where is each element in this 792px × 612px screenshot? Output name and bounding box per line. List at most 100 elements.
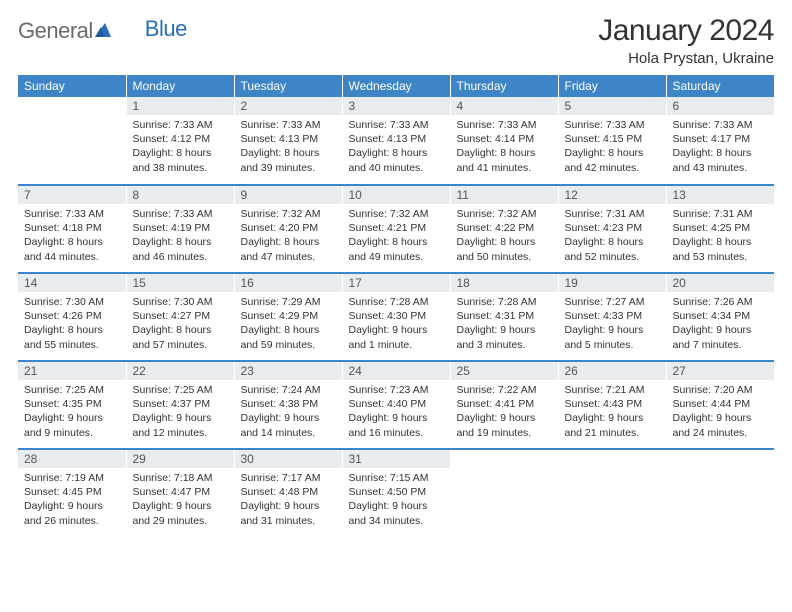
day-number: 13 (667, 186, 775, 204)
calendar-day-cell (18, 97, 126, 185)
calendar-day-cell: 16Sunrise: 7:29 AMSunset: 4:29 PMDayligh… (234, 273, 342, 361)
calendar-day-cell: 23Sunrise: 7:24 AMSunset: 4:38 PMDayligh… (234, 361, 342, 449)
calendar-day-cell: 14Sunrise: 7:30 AMSunset: 4:26 PMDayligh… (18, 273, 126, 361)
calendar-day-cell: 22Sunrise: 7:25 AMSunset: 4:37 PMDayligh… (126, 361, 234, 449)
day-number: 14 (18, 274, 126, 292)
day-number: 16 (235, 274, 342, 292)
calendar-week-row: 14Sunrise: 7:30 AMSunset: 4:26 PMDayligh… (18, 273, 774, 361)
day-content: Sunrise: 7:33 AMSunset: 4:17 PMDaylight:… (667, 115, 775, 179)
day-number: 7 (18, 186, 126, 204)
day-content: Sunrise: 7:17 AMSunset: 4:48 PMDaylight:… (235, 468, 342, 532)
calendar-day-cell: 21Sunrise: 7:25 AMSunset: 4:35 PMDayligh… (18, 361, 126, 449)
weekday-header: Wednesday (342, 75, 450, 97)
day-content: Sunrise: 7:32 AMSunset: 4:22 PMDaylight:… (451, 204, 558, 268)
day-number: 9 (235, 186, 342, 204)
day-content: Sunrise: 7:25 AMSunset: 4:35 PMDaylight:… (18, 380, 126, 444)
day-content: Sunrise: 7:33 AMSunset: 4:13 PMDaylight:… (235, 115, 342, 179)
weekday-header: Friday (558, 75, 666, 97)
day-number: 15 (127, 274, 234, 292)
day-number: 3 (343, 97, 450, 115)
day-content: Sunrise: 7:28 AMSunset: 4:31 PMDaylight:… (451, 292, 558, 356)
day-number: 11 (451, 186, 558, 204)
weekday-header: Tuesday (234, 75, 342, 97)
calendar-day-cell: 17Sunrise: 7:28 AMSunset: 4:30 PMDayligh… (342, 273, 450, 361)
calendar-day-cell: 20Sunrise: 7:26 AMSunset: 4:34 PMDayligh… (666, 273, 774, 361)
day-number: 23 (235, 362, 342, 380)
day-number: 30 (235, 450, 342, 468)
day-number: 18 (451, 274, 558, 292)
day-content: Sunrise: 7:30 AMSunset: 4:27 PMDaylight:… (127, 292, 234, 356)
calendar-day-cell: 25Sunrise: 7:22 AMSunset: 4:41 PMDayligh… (450, 361, 558, 449)
calendar-day-cell: 28Sunrise: 7:19 AMSunset: 4:45 PMDayligh… (18, 449, 126, 537)
day-number: 8 (127, 186, 234, 204)
day-content: Sunrise: 7:26 AMSunset: 4:34 PMDaylight:… (667, 292, 775, 356)
day-number: 17 (343, 274, 450, 292)
day-content: Sunrise: 7:15 AMSunset: 4:50 PMDaylight:… (343, 468, 450, 532)
calendar-day-cell: 29Sunrise: 7:18 AMSunset: 4:47 PMDayligh… (126, 449, 234, 537)
calendar-week-row: 21Sunrise: 7:25 AMSunset: 4:35 PMDayligh… (18, 361, 774, 449)
day-number: 25 (451, 362, 558, 380)
day-content: Sunrise: 7:33 AMSunset: 4:12 PMDaylight:… (127, 115, 234, 179)
day-number: 2 (235, 97, 342, 115)
calendar-day-cell: 9Sunrise: 7:32 AMSunset: 4:20 PMDaylight… (234, 185, 342, 273)
calendar-week-row: 1Sunrise: 7:33 AMSunset: 4:12 PMDaylight… (18, 97, 774, 185)
calendar-day-cell: 19Sunrise: 7:27 AMSunset: 4:33 PMDayligh… (558, 273, 666, 361)
day-content: Sunrise: 7:29 AMSunset: 4:29 PMDaylight:… (235, 292, 342, 356)
day-content: Sunrise: 7:20 AMSunset: 4:44 PMDaylight:… (667, 380, 775, 444)
day-number: 29 (127, 450, 234, 468)
day-content: Sunrise: 7:32 AMSunset: 4:21 PMDaylight:… (343, 204, 450, 268)
logo-sail-icon (93, 21, 113, 42)
month-title: January 2024 (598, 14, 774, 48)
weekday-header-row: Sunday Monday Tuesday Wednesday Thursday… (18, 75, 774, 97)
day-number: 12 (559, 186, 666, 204)
day-content: Sunrise: 7:31 AMSunset: 4:25 PMDaylight:… (667, 204, 775, 268)
day-number: 31 (343, 450, 450, 468)
day-number: 6 (667, 97, 775, 115)
calendar-day-cell: 31Sunrise: 7:15 AMSunset: 4:50 PMDayligh… (342, 449, 450, 537)
day-content: Sunrise: 7:19 AMSunset: 4:45 PMDaylight:… (18, 468, 126, 532)
calendar-day-cell: 24Sunrise: 7:23 AMSunset: 4:40 PMDayligh… (342, 361, 450, 449)
calendar-day-cell: 18Sunrise: 7:28 AMSunset: 4:31 PMDayligh… (450, 273, 558, 361)
calendar-day-cell (558, 449, 666, 537)
calendar-day-cell: 13Sunrise: 7:31 AMSunset: 4:25 PMDayligh… (666, 185, 774, 273)
day-number: 28 (18, 450, 126, 468)
day-content: Sunrise: 7:31 AMSunset: 4:23 PMDaylight:… (559, 204, 666, 268)
day-number: 1 (127, 97, 234, 115)
day-content: Sunrise: 7:18 AMSunset: 4:47 PMDaylight:… (127, 468, 234, 532)
header: General Blue January 2024 Hola Prystan, … (18, 14, 774, 67)
weekday-header: Saturday (666, 75, 774, 97)
calendar-day-cell: 5Sunrise: 7:33 AMSunset: 4:15 PMDaylight… (558, 97, 666, 185)
calendar-day-cell: 7Sunrise: 7:33 AMSunset: 4:18 PMDaylight… (18, 185, 126, 273)
weekday-header: Thursday (450, 75, 558, 97)
day-content: Sunrise: 7:33 AMSunset: 4:14 PMDaylight:… (451, 115, 558, 179)
title-block: January 2024 Hola Prystan, Ukraine (598, 14, 774, 67)
calendar-day-cell: 30Sunrise: 7:17 AMSunset: 4:48 PMDayligh… (234, 449, 342, 537)
day-content: Sunrise: 7:33 AMSunset: 4:18 PMDaylight:… (18, 204, 126, 268)
day-content: Sunrise: 7:33 AMSunset: 4:15 PMDaylight:… (559, 115, 666, 179)
calendar-day-cell (666, 449, 774, 537)
day-number: 10 (343, 186, 450, 204)
calendar-day-cell: 3Sunrise: 7:33 AMSunset: 4:13 PMDaylight… (342, 97, 450, 185)
calendar-day-cell (450, 449, 558, 537)
day-number: 4 (451, 97, 558, 115)
calendar-week-row: 28Sunrise: 7:19 AMSunset: 4:45 PMDayligh… (18, 449, 774, 537)
calendar-day-cell: 15Sunrise: 7:30 AMSunset: 4:27 PMDayligh… (126, 273, 234, 361)
day-content: Sunrise: 7:30 AMSunset: 4:26 PMDaylight:… (18, 292, 126, 356)
day-number: 24 (343, 362, 450, 380)
day-number: 19 (559, 274, 666, 292)
calendar-day-cell: 8Sunrise: 7:33 AMSunset: 4:19 PMDaylight… (126, 185, 234, 273)
day-number: 26 (559, 362, 666, 380)
logo-text-blue: Blue (145, 16, 187, 42)
day-number: 22 (127, 362, 234, 380)
calendar-day-cell: 2Sunrise: 7:33 AMSunset: 4:13 PMDaylight… (234, 97, 342, 185)
day-content: Sunrise: 7:21 AMSunset: 4:43 PMDaylight:… (559, 380, 666, 444)
day-content: Sunrise: 7:22 AMSunset: 4:41 PMDaylight:… (451, 380, 558, 444)
calendar-day-cell: 4Sunrise: 7:33 AMSunset: 4:14 PMDaylight… (450, 97, 558, 185)
weekday-header: Sunday (18, 75, 126, 97)
calendar-day-cell: 11Sunrise: 7:32 AMSunset: 4:22 PMDayligh… (450, 185, 558, 273)
day-content: Sunrise: 7:32 AMSunset: 4:20 PMDaylight:… (235, 204, 342, 268)
day-number: 27 (667, 362, 775, 380)
calendar-week-row: 7Sunrise: 7:33 AMSunset: 4:18 PMDaylight… (18, 185, 774, 273)
day-content: Sunrise: 7:33 AMSunset: 4:13 PMDaylight:… (343, 115, 450, 179)
weekday-header: Monday (126, 75, 234, 97)
